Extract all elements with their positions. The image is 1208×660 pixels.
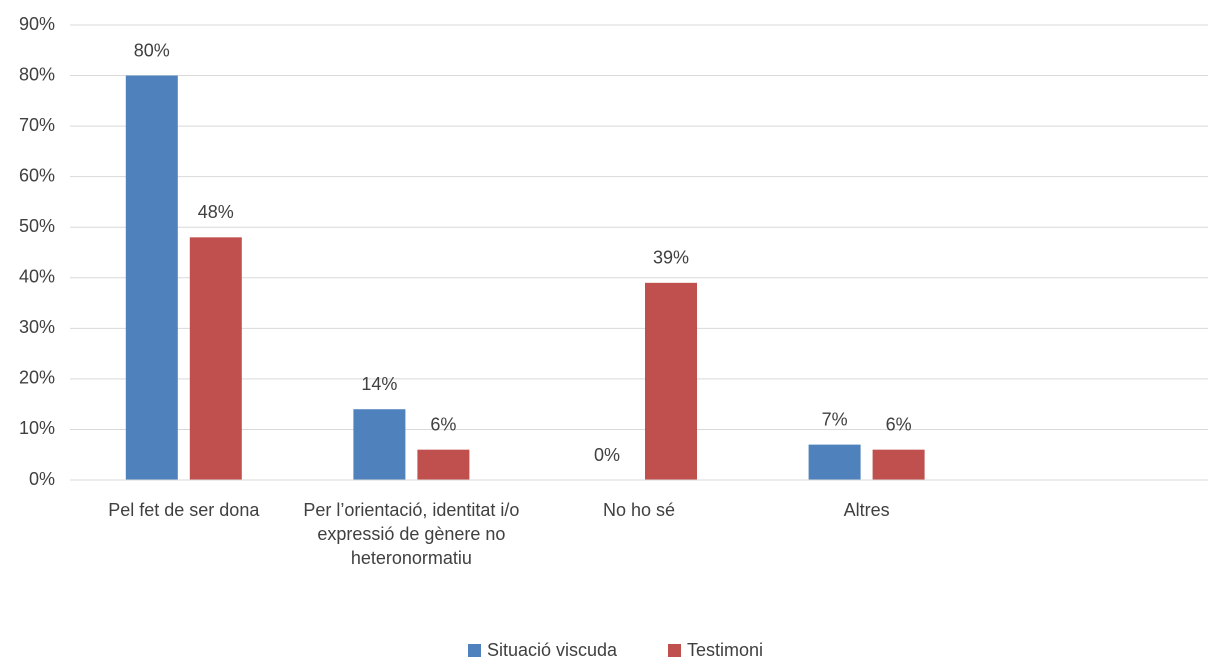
- x-tick-label: Pel fet de ser dona: [108, 500, 260, 520]
- data-label: 7%: [822, 409, 848, 429]
- bar: [645, 282, 697, 480]
- bar: [808, 444, 861, 480]
- data-label: 6%: [430, 414, 456, 434]
- y-tick-label: 60%: [19, 165, 55, 185]
- bar: [353, 409, 406, 480]
- x-tick-label: Altres: [843, 500, 890, 520]
- data-label: 80%: [134, 40, 170, 60]
- y-tick-label: 50%: [19, 216, 55, 236]
- bar: [417, 449, 470, 480]
- y-tick-label: 40%: [19, 267, 55, 287]
- legend-swatch: [468, 644, 481, 657]
- y-tick-label: 90%: [19, 14, 55, 34]
- legend-label: Situació viscuda: [487, 640, 618, 660]
- y-tick-label: 80%: [19, 64, 55, 84]
- data-label: 48%: [198, 202, 234, 222]
- bar: [125, 75, 178, 481]
- legend-label: Testimoni: [687, 640, 763, 660]
- data-label: 39%: [653, 248, 689, 268]
- data-label: 6%: [886, 414, 912, 434]
- bar: [189, 237, 242, 480]
- data-label: 0%: [594, 445, 620, 465]
- y-tick-label: 30%: [19, 317, 55, 337]
- y-tick-label: 0%: [29, 469, 55, 489]
- x-tick-label: Per l’orientació, identitat i/o expressi…: [303, 500, 520, 568]
- data-label: 14%: [361, 374, 397, 394]
- bar: [872, 449, 925, 480]
- y-tick-label: 20%: [19, 368, 55, 388]
- y-tick-label: 10%: [19, 418, 55, 438]
- y-tick-label: 70%: [19, 115, 55, 135]
- x-tick-label: No ho sé: [602, 500, 676, 520]
- legend-swatch: [668, 644, 681, 657]
